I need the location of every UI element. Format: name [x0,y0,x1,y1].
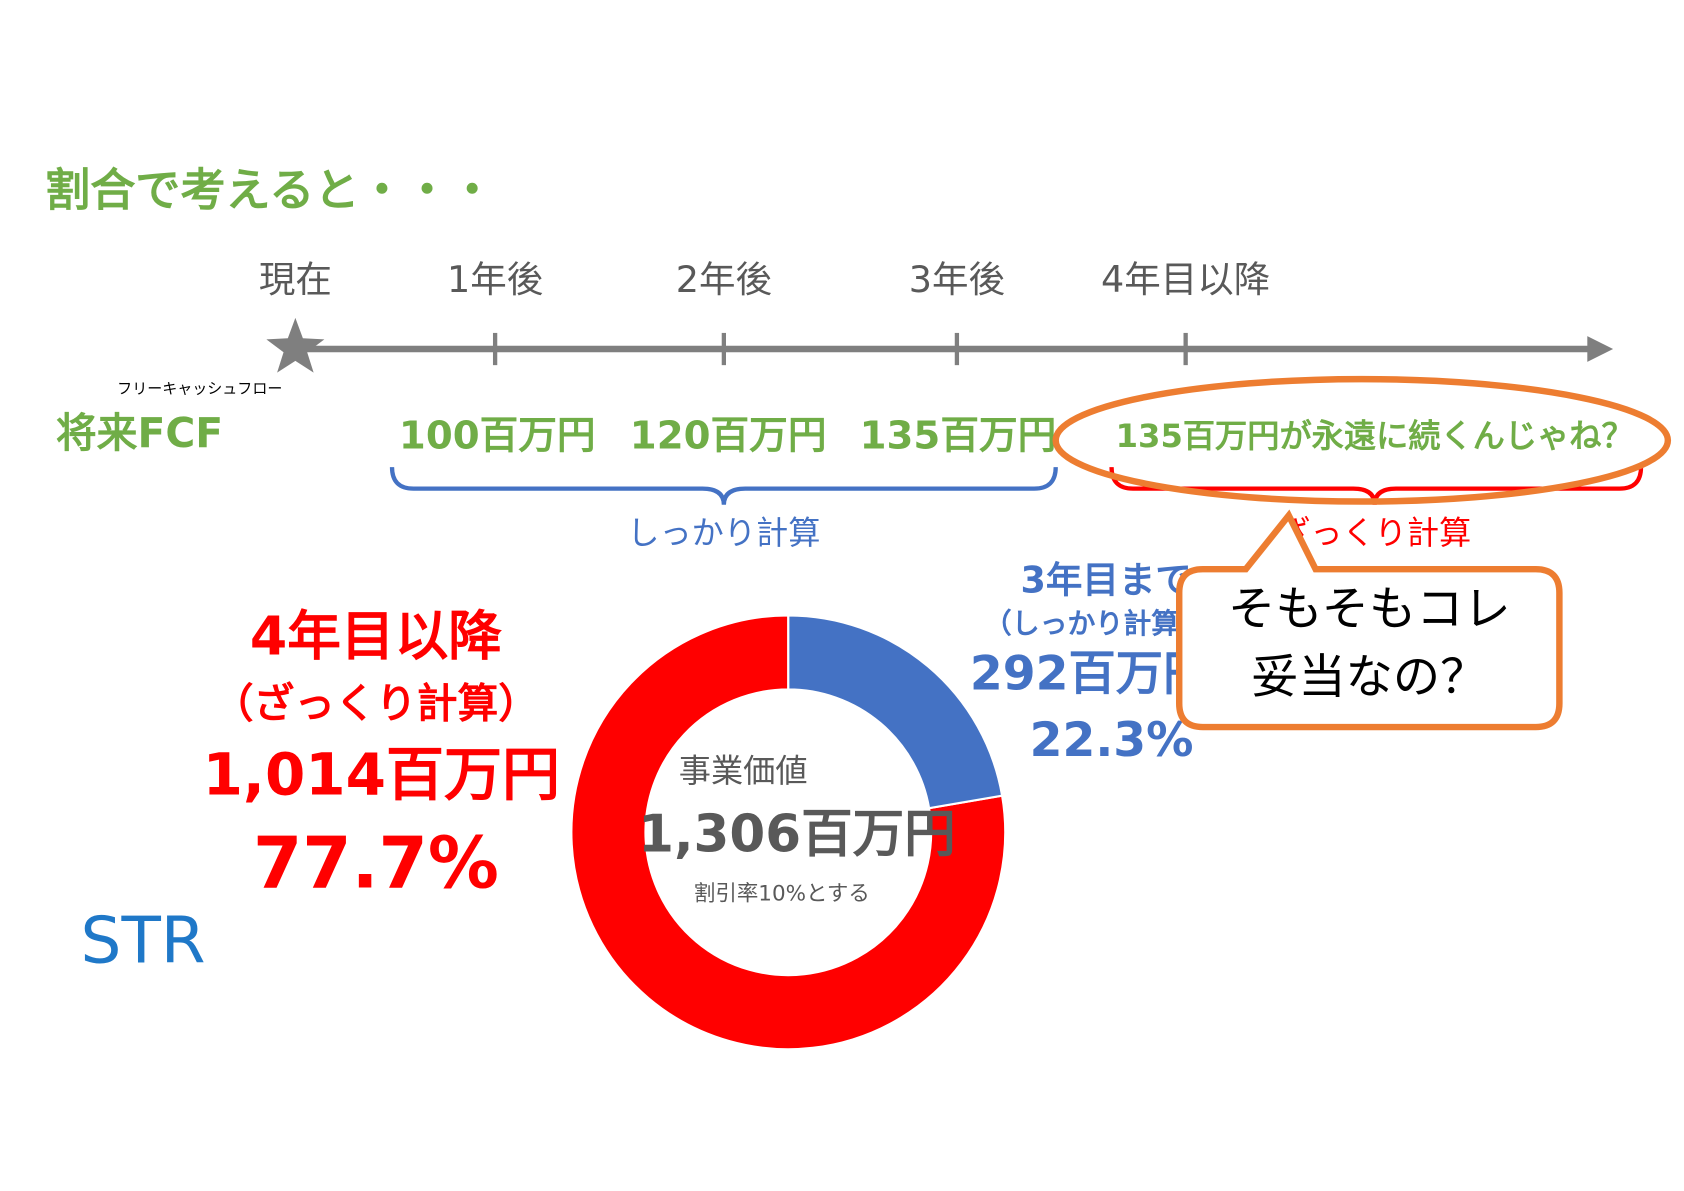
center-note: 割引率10%とする [694,882,870,907]
callout-text: 妥当なの？ [1251,650,1487,705]
fcf-value: 120百万円 [630,414,827,459]
fcf-ruby: フリーキャッシュフロー [117,379,282,397]
donut-chart: 3年目まで （しっかり計算） 292百万円 22.3% 4年目以降 （ざっくり計… [203,559,1210,1051]
segment-amount: 292百万円 [970,647,1210,702]
segment-note: （ざっくり計算） [213,680,539,728]
callout [1175,509,1563,731]
brace-label: ざっくり計算 [1278,514,1471,552]
center-title: 事業価値 [679,752,808,790]
brace-label: しっかり計算 [627,514,820,552]
highlight-ellipse [1052,375,1672,505]
timeline-label: 4年目以降 [1101,258,1270,301]
timeline-label: 1年後 [447,258,543,301]
segment-name: 3年目まで [1020,559,1191,602]
center-value: 1,306百万円 [638,805,956,865]
logo: STR [81,904,206,979]
segment-percent: 77.7% [253,821,499,904]
donut-segment [787,614,1004,810]
timeline-label: 2年後 [676,258,772,301]
fcf-value: 135百万円が永遠に続くんじゃね？ [1116,417,1634,455]
timeline-ticks [492,332,1188,366]
segment-percent: 22.3% [1030,713,1194,768]
title: 割合で考えると・・・ [45,163,495,216]
fcf-value: 135百万円 [860,414,1057,459]
segment-note: （しっかり計算） [984,607,1207,640]
segment-name: 4年目以降 [250,605,502,668]
brace [389,467,1058,505]
brace [1109,467,1644,505]
donut-segment [570,614,1007,1051]
segment-amount: 1,014百万円 [203,741,560,809]
fcf-label: 将来FCF [56,409,223,457]
callout-text: そもそもコレ [1228,582,1511,637]
timeline-label: 3年後 [909,258,1005,301]
now-star [266,317,325,373]
fcf-value: 100百万円 [399,414,596,459]
timeline-arrow [1587,336,1614,362]
timeline-label: 現在 [259,258,332,301]
